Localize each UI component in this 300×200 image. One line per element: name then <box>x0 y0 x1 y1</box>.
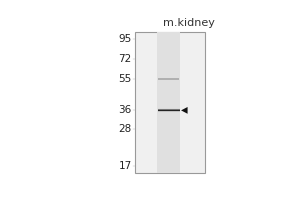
Text: 36: 36 <box>118 105 132 115</box>
Text: 95: 95 <box>118 34 132 44</box>
Text: 72: 72 <box>118 54 132 64</box>
Bar <box>157 32 181 173</box>
Polygon shape <box>181 107 188 114</box>
Text: 28: 28 <box>118 124 132 134</box>
Text: 17: 17 <box>118 161 132 171</box>
Text: 55: 55 <box>118 74 132 84</box>
Text: m.kidney: m.kidney <box>163 18 214 28</box>
Bar <box>158 78 179 80</box>
Bar <box>135 32 205 173</box>
